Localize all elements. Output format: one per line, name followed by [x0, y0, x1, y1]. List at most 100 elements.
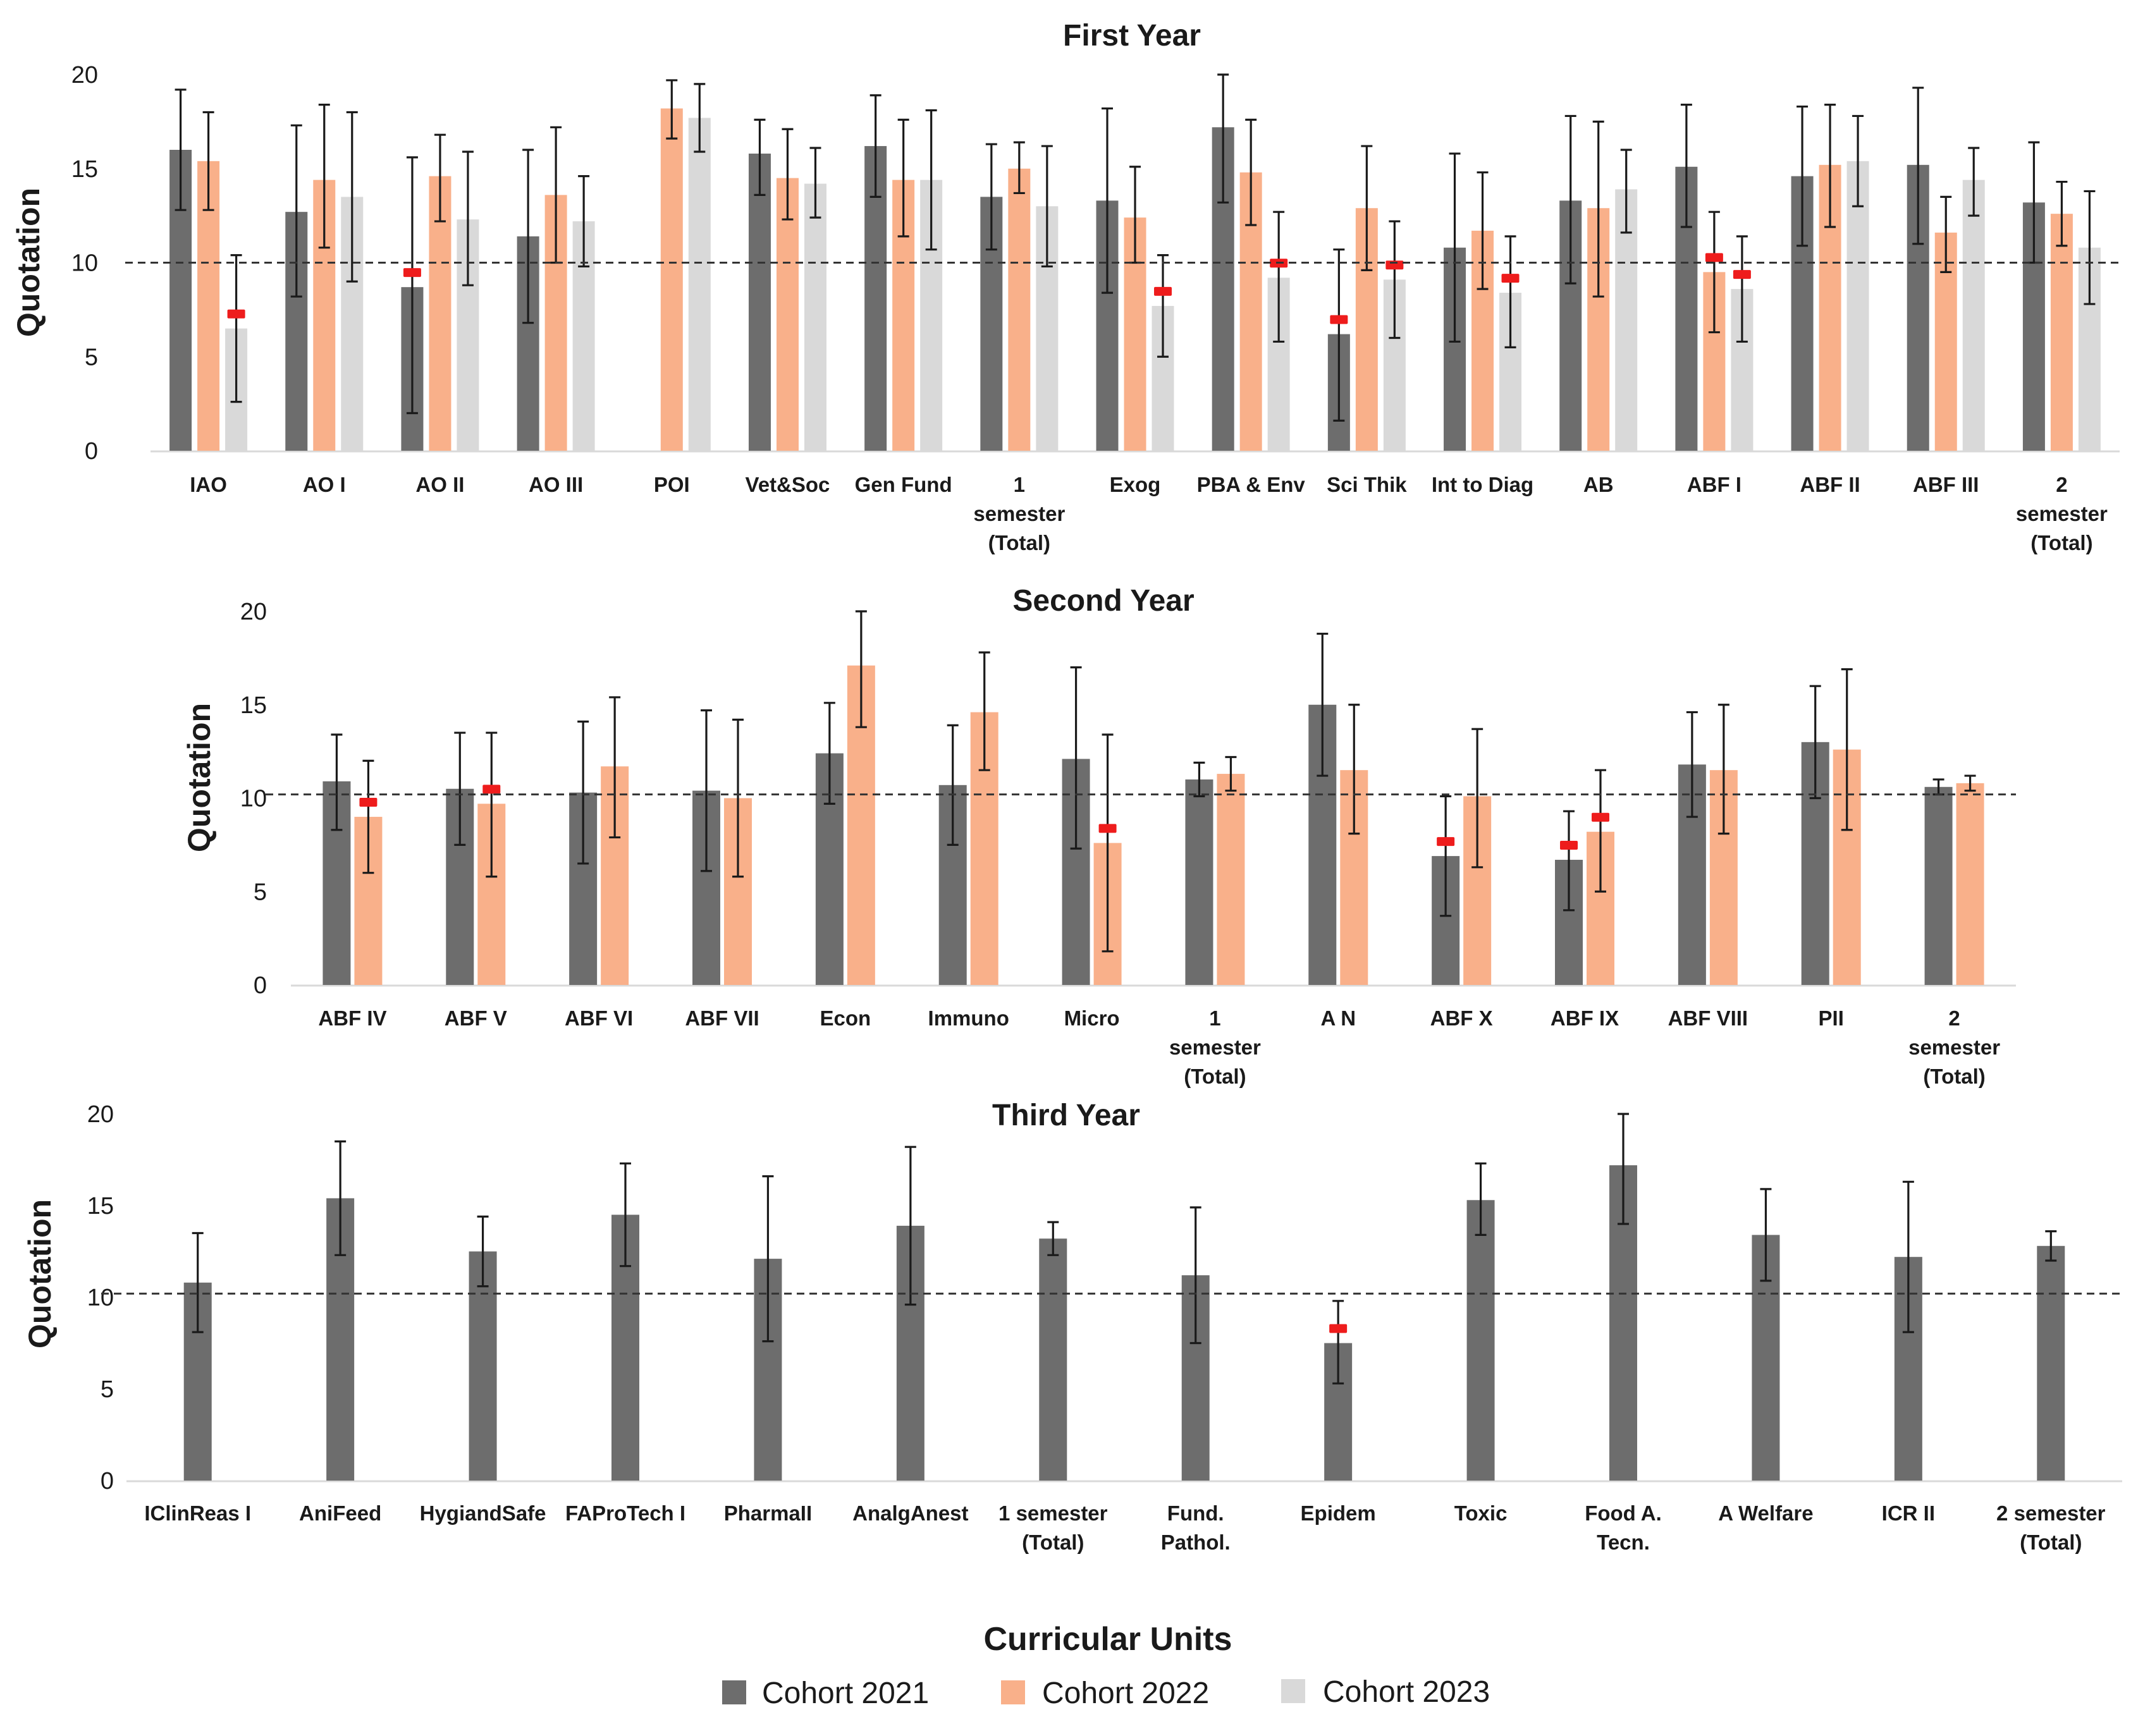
marker-cohort-2023-exog — [1154, 286, 1172, 296]
panel-third-year: Third Year Quotation 0 5 10 15 20 IClinReas I An… — [22, 1099, 2122, 1554]
bar-cohort-2022-vet-soc — [776, 178, 799, 451]
error-bar-cohort-2021-pharmaii — [762, 1175, 774, 1343]
bar-cohort-2021-2-semester-total — [1924, 786, 1953, 985]
x-tick-label-vet-soc: Vet&Soc — [746, 473, 830, 496]
marker-cohort-2021-abf-ix — [1560, 841, 1578, 850]
error-bar-cohort-2021-a-n — [1317, 632, 1329, 777]
x-tick-label-2-semester-total: 2 semester (Total) — [2016, 473, 2108, 554]
x-tick-label-analganest: AnalgAnest — [852, 1501, 968, 1525]
bar-cohort-2021-vet-soc — [748, 153, 771, 451]
error-bar-cohort-2023-poi — [694, 83, 706, 153]
marker-cohort-2021-epidem — [1329, 1324, 1348, 1333]
bar-cohort-2022-1-semester-total — [1217, 774, 1245, 985]
bar-cohort-2023-abf-iii — [1962, 180, 1985, 451]
x-tick-label-abf-vii: ABF VII — [685, 1006, 759, 1030]
error-bar-cohort-2021-abf-iii — [1912, 87, 1924, 245]
error-bar-cohort-2021-vet-soc — [754, 118, 766, 196]
legend-item-cohort-2023: Cohort 2023 — [1281, 1675, 1490, 1709]
y-axis-label: Quotation — [181, 703, 217, 852]
x-tick-label-econ: Econ — [820, 1006, 871, 1030]
error-bar-cohort-2022-ao-i — [318, 104, 330, 249]
error-bar-cohort-2022-ab — [1592, 120, 1604, 298]
error-bar-cohort-2023-ab — [1620, 149, 1632, 234]
x-tick-label-pii: PII — [1819, 1006, 1844, 1030]
x-tick-label-1-semester-total: 1 semester (Total) — [1169, 1006, 1261, 1088]
error-bar-cohort-2023-ao-i — [346, 111, 358, 283]
error-bar-cohort-2022-sci-thik — [1361, 145, 1373, 271]
x-tick-label-abf-viii: ABF VIII — [1668, 1006, 1748, 1030]
y-tick-label: 5 — [101, 1376, 114, 1403]
x-tick-label-a-n: A N — [1320, 1006, 1356, 1030]
legend: Cohort 2021 Cohort 2022 Cohort 2023 — [722, 1675, 1490, 1710]
error-bar-cohort-2021-iclinreas-i — [192, 1232, 204, 1333]
bar-cohort-2022-poi — [660, 108, 683, 451]
y-tick-label: 0 — [254, 972, 267, 999]
y-tick-label: 15 — [240, 692, 267, 719]
x-tick-label-2-semester-total: 2 semester (Total) — [1996, 1501, 2106, 1554]
error-bar-cohort-2022-abf-v — [486, 731, 498, 878]
error-bar-cohort-2023-abf-i — [1736, 235, 1748, 343]
x-tick-label-ao-i: AO I — [303, 473, 346, 496]
error-bar-cohort-2023-sci-thik — [1389, 220, 1401, 339]
error-bar-cohort-2021-abf-v — [454, 731, 466, 846]
error-bar-cohort-2021-1-semester-total — [1047, 1221, 1059, 1256]
x-tick-label-abf-ix: ABF IX — [1551, 1006, 1619, 1030]
error-bar-cohort-2022-1-semester-total — [1013, 141, 1025, 195]
y-tick-label: 20 — [71, 62, 98, 89]
x-tick-label-toxic: Toxic — [1454, 1501, 1508, 1525]
error-bar-cohort-2022-abf-vi — [609, 696, 621, 839]
error-bar-cohort-2022-abf-ii — [1824, 104, 1836, 228]
bar-cohort-2022-2-semester-total — [1956, 783, 1984, 985]
error-bar-cohort-2021-gen-fund — [869, 94, 882, 198]
error-bar-cohort-2023-gen-fund — [925, 109, 937, 251]
x-tick-label-poi: POI — [654, 473, 690, 496]
marker-cohort-2022-micro — [1098, 824, 1117, 833]
error-bar-cohort-2021-toxic — [1475, 1162, 1487, 1237]
legend-item-cohort-2021: Cohort 2021 — [722, 1677, 929, 1710]
error-bar-cohort-2021-econ — [823, 702, 835, 805]
x-tick-label-micro: Micro — [1064, 1006, 1120, 1030]
error-bar-cohort-2022-ao-ii — [434, 133, 446, 223]
legend-swatch-cohort-2023 — [1281, 1679, 1305, 1703]
x-tick-label-exog: Exog — [1110, 473, 1161, 496]
error-bar-cohort-2022-micro — [1102, 733, 1114, 953]
chart-title: Third Year — [992, 1099, 1140, 1132]
x-tick-label-icr-ii: ICR II — [1882, 1501, 1935, 1525]
y-tick-label: 10 — [240, 786, 267, 812]
error-bar-cohort-2021-abf-ii — [1797, 105, 1809, 247]
error-bar-cohort-2021-sci-thik — [1333, 248, 1345, 422]
marker-cohort-2022-abf-i — [1705, 253, 1723, 262]
error-bar-cohort-2022-abf-x — [1471, 728, 1484, 869]
x-tick-label-abf-ii: ABF II — [1800, 473, 1860, 496]
y-tick-label: 15 — [71, 156, 98, 183]
x-tick-label-abf-v: ABF V — [445, 1006, 507, 1030]
error-bar-cohort-2021-abf-vi — [577, 720, 589, 865]
x-tick-label-1-semester-total: 1 semester (Total) — [973, 473, 1065, 554]
error-bar-cohort-2023-2-semester-total — [2084, 190, 2096, 305]
x-tick-label-1-semester-total: 1 semester (Total) — [998, 1501, 1108, 1554]
error-bar-cohort-2021-2-semester-total — [2045, 1230, 2057, 1262]
error-bar-cohort-2023-abf-iii — [1968, 147, 1980, 217]
x-tick-label-int-to-diag: Int to Diag — [1432, 473, 1533, 496]
marker-cohort-2022-abf-iv — [359, 798, 378, 807]
error-bar-cohort-2023-abf-ii — [1852, 114, 1864, 207]
x-tick-label-ao-ii: AO II — [415, 473, 464, 496]
error-bar-cohort-2022-1-semester-total — [1225, 755, 1237, 792]
error-bar-cohort-2021-fund-pathol — [1189, 1206, 1201, 1345]
legend-swatch-cohort-2022 — [1001, 1680, 1025, 1704]
chart-title: First Year — [1063, 19, 1201, 52]
error-bar-cohort-2021-ao-i — [290, 124, 302, 298]
error-bar-cohort-2021-abf-i — [1680, 104, 1692, 228]
error-bar-cohort-2022-2-semester-total — [2056, 180, 2068, 247]
error-bar-cohort-2021-anifeed — [335, 1140, 347, 1256]
error-bar-cohort-2023-1-semester-total — [1041, 145, 1053, 268]
error-bar-cohort-2021-abf-x — [1440, 795, 1452, 917]
error-bar-cohort-2022-poi — [666, 79, 678, 140]
error-bar-cohort-2023-exog — [1157, 254, 1169, 358]
error-bar-cohort-2022-abf-i — [1708, 211, 1720, 334]
legend-swatch-cohort-2021 — [722, 1680, 746, 1704]
error-bar-cohort-2021-1-semester-total — [985, 143, 997, 251]
legend-label-cohort-2023: Cohort 2023 — [1323, 1675, 1490, 1709]
y-tick-label: 5 — [254, 879, 267, 905]
